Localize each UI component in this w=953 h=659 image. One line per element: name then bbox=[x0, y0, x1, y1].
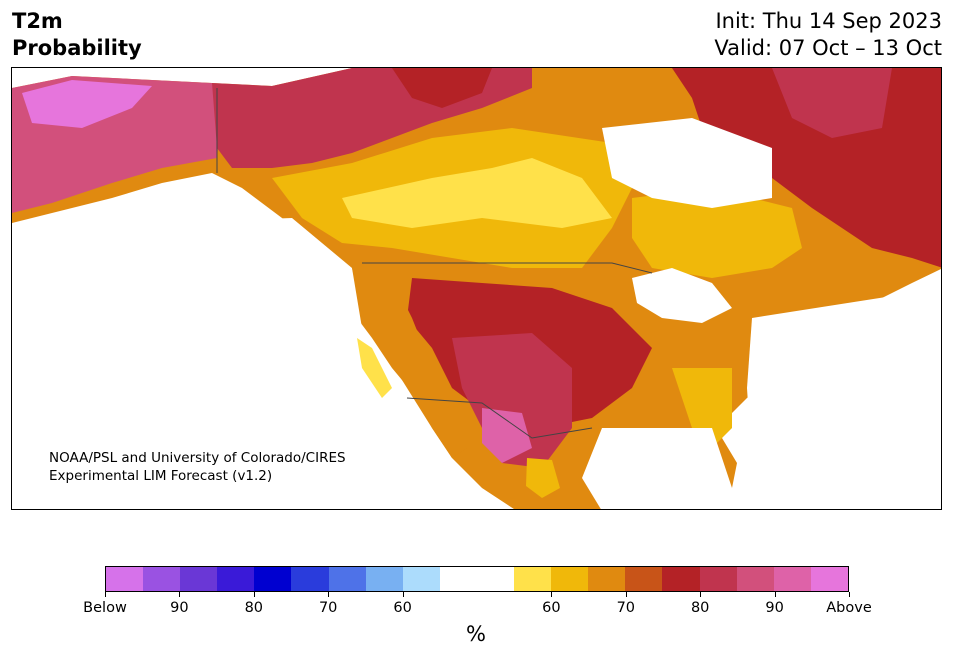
colorbar-segment bbox=[551, 567, 589, 591]
colorbar-segment bbox=[143, 567, 181, 591]
colorbar-tick-label: 70 bbox=[318, 600, 338, 616]
colorbar-segment bbox=[625, 567, 663, 591]
colorbar-tick-label: Above bbox=[826, 600, 872, 616]
us-canada-border bbox=[362, 262, 653, 274]
prairie-pale bbox=[342, 158, 612, 228]
forecast-dates: Init: Thu 14 Sep 2023 Valid: 07 Oct – 13… bbox=[714, 8, 942, 62]
title-line-1: T2m bbox=[12, 9, 63, 33]
colorbar-tick-label: 90 bbox=[170, 600, 189, 616]
probability-map: NOAA/PSL and University of Colorado/CIRE… bbox=[11, 67, 942, 510]
colorbar-unit: % bbox=[466, 622, 486, 646]
colorbar-tick-mark bbox=[849, 592, 850, 597]
gulf-of-mexico bbox=[582, 428, 732, 509]
west-coast-orange bbox=[352, 268, 467, 458]
colorbar-tick-mark bbox=[625, 592, 627, 597]
colorbar-tick-mark bbox=[179, 592, 181, 597]
great-lakes bbox=[632, 268, 732, 323]
colorbar-segment bbox=[439, 567, 477, 591]
us-mexico-border bbox=[406, 397, 593, 439]
greenland-pink bbox=[772, 68, 892, 138]
colorbar-segment bbox=[699, 567, 737, 591]
colorbar-segment bbox=[773, 567, 811, 591]
colorbar-segment bbox=[514, 567, 552, 591]
colorbar-tick-mark bbox=[774, 592, 776, 597]
us-southwest-pink bbox=[452, 333, 572, 468]
colorbar-segment bbox=[736, 567, 774, 591]
quebec-yellow bbox=[632, 188, 802, 278]
pacific bbox=[12, 218, 481, 509]
alaska-core bbox=[22, 80, 152, 128]
mexico-yellow-spot bbox=[526, 458, 560, 498]
colorbar-segment bbox=[291, 567, 329, 591]
colorbar-tick-label: 80 bbox=[244, 600, 264, 616]
map-title: T2m Probability bbox=[12, 8, 142, 62]
colorbar-tick-label: 60 bbox=[542, 600, 561, 616]
california-yellow bbox=[357, 338, 392, 398]
map-canvas bbox=[12, 68, 941, 509]
init-date: Init: Thu 14 Sep 2023 bbox=[715, 9, 942, 33]
colorbar-segment bbox=[476, 567, 515, 591]
colorbar-tick-label: Below bbox=[83, 600, 127, 616]
mexico-core bbox=[482, 408, 532, 463]
hudson-bay bbox=[602, 118, 772, 208]
colorbar-tick-mark bbox=[105, 592, 106, 597]
colorbar-tick-label: 90 bbox=[765, 600, 784, 616]
colorbar-segment bbox=[588, 567, 626, 591]
colorbar-segment bbox=[365, 567, 403, 591]
valid-date: Valid: 07 Oct – 13 Oct bbox=[714, 36, 942, 60]
colorbar-tick-mark bbox=[328, 592, 330, 597]
title-line-2: Probability bbox=[12, 36, 142, 60]
colorbar-tick-mark bbox=[253, 592, 255, 597]
east-us-yellow bbox=[672, 368, 732, 448]
colorbar-tick-label: 80 bbox=[690, 600, 710, 616]
colorbar-segment bbox=[217, 567, 255, 591]
colorbar-tick-mark bbox=[551, 592, 553, 597]
colorbar-segment bbox=[662, 567, 700, 591]
colorbar-segment bbox=[810, 567, 848, 591]
colorbar-tick-label: 60 bbox=[393, 600, 412, 616]
colorbar bbox=[105, 566, 849, 592]
colorbar-tick-mark bbox=[402, 592, 404, 597]
atlantic bbox=[747, 288, 941, 509]
colorbar-segment bbox=[180, 567, 218, 591]
credit-line-2: Experimental LIM Forecast (v1.2) bbox=[49, 468, 273, 484]
colorbar-segment bbox=[106, 567, 144, 591]
credit-line-1: NOAA/PSL and University of Colorado/CIRE… bbox=[49, 450, 346, 466]
colorbar-tick-mark bbox=[700, 592, 702, 597]
colorbar-segment bbox=[254, 567, 292, 591]
colorbar-segment bbox=[402, 567, 440, 591]
colorbar-segment bbox=[328, 567, 366, 591]
colorbar-tick-label: 70 bbox=[616, 600, 636, 616]
north-canada-dark bbox=[392, 68, 492, 108]
map-credit: NOAA/PSL and University of Colorado/CIRE… bbox=[49, 449, 346, 485]
